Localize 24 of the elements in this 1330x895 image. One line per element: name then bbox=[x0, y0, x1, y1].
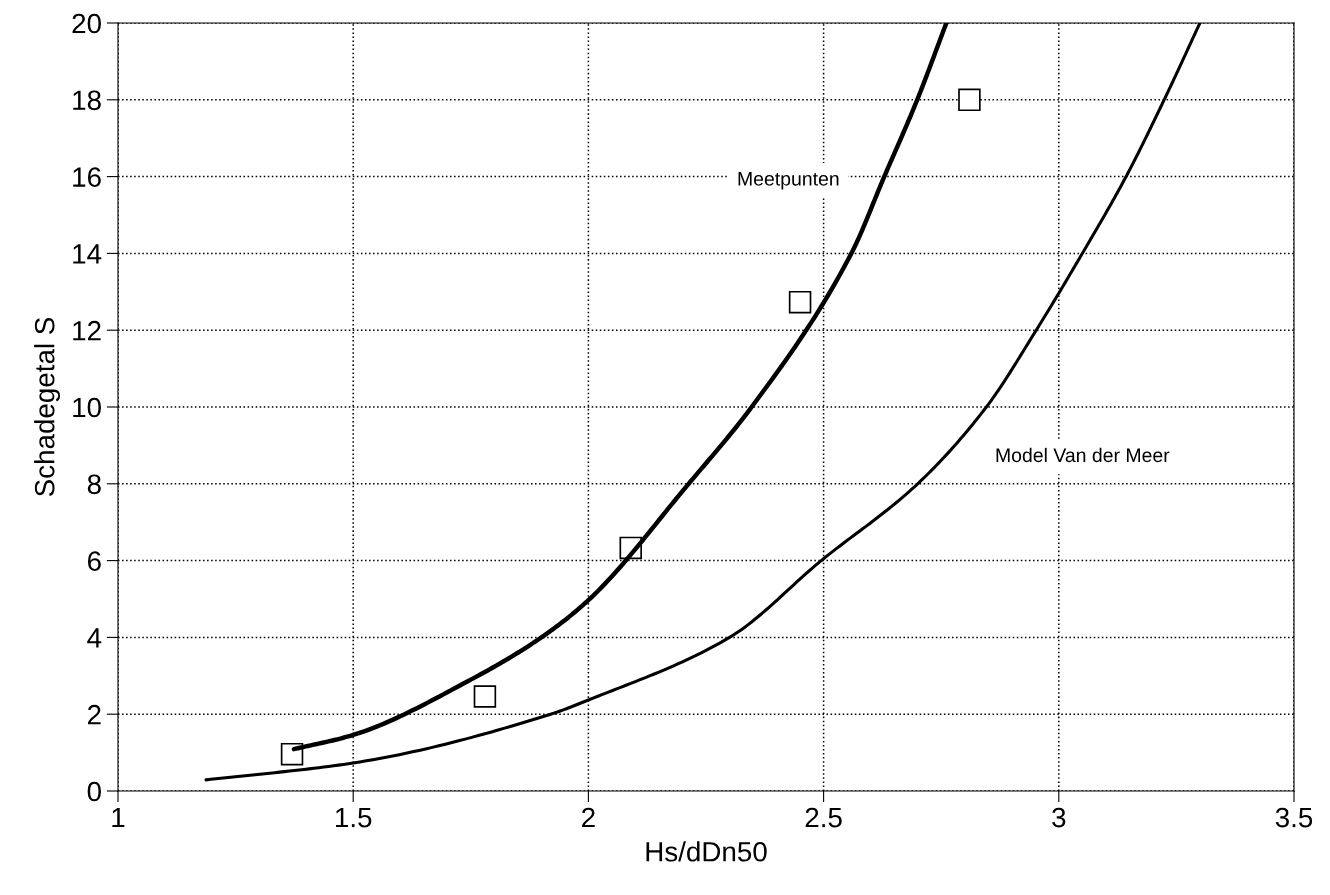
y-tick-label: 8 bbox=[87, 474, 101, 495]
y-tick-label: 6 bbox=[87, 551, 101, 571]
y-axis-title: Schadegetal S bbox=[34, 317, 61, 497]
y-tick-label: 20 bbox=[72, 13, 101, 34]
x-tick-label: 1.5 bbox=[336, 807, 372, 828]
y-tick-label: 0 bbox=[87, 781, 101, 802]
y-tick-label: 12 bbox=[73, 320, 101, 341]
series-label: Meetpunten bbox=[738, 172, 839, 190]
x-axis-title: Hs/dDn50 bbox=[646, 841, 767, 862]
x-tick-label: 2.5 bbox=[805, 807, 842, 828]
x-tick-label: 1 bbox=[112, 807, 125, 828]
point bbox=[788, 290, 812, 314]
x-tick-label: 3.5 bbox=[1275, 807, 1313, 828]
y-tick-label: 4 bbox=[87, 628, 102, 648]
y-tick-label: 2 bbox=[87, 704, 101, 725]
y-tick-label: 18 bbox=[73, 90, 101, 111]
y-tick-label: 10 bbox=[73, 397, 101, 418]
y-tick-label: 14 bbox=[73, 244, 102, 264]
x-tick-label: 2 bbox=[582, 807, 595, 828]
point bbox=[473, 685, 497, 708]
series-label: Model Van der Meer bbox=[996, 447, 1170, 463]
x-tick-label: 3 bbox=[1052, 807, 1066, 828]
point bbox=[958, 88, 981, 112]
y-tick-label: 16 bbox=[73, 167, 101, 187]
